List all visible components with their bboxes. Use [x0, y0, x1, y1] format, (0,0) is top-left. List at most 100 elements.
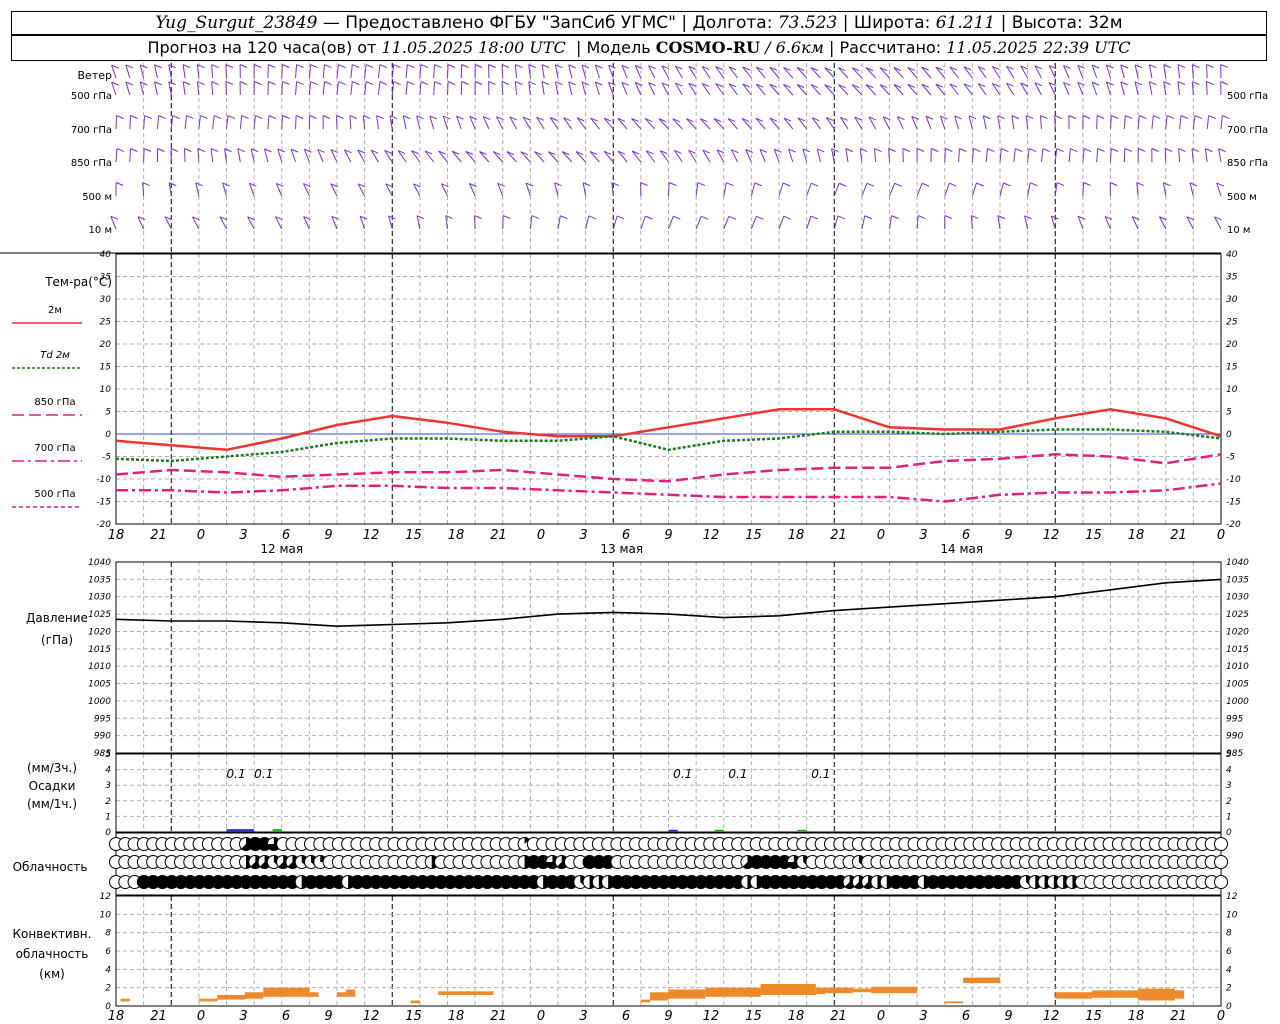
wind-barb [778, 216, 785, 230]
wind-barb-feather [1192, 81, 1200, 85]
wind-barb-feather [1042, 148, 1051, 153]
wind-barb [222, 182, 227, 197]
time-tick-label: 18 [788, 528, 805, 543]
wind-level-label-left: 850 гПа [71, 158, 112, 169]
wind-barb [750, 182, 756, 197]
wind-barb-feather [168, 81, 177, 86]
wind-barb-feather [603, 150, 612, 155]
wind-barb [1204, 148, 1208, 163]
wind-barb-feather [1214, 216, 1222, 221]
conv-tick-left: 0 [105, 1002, 111, 1012]
conv-tick-left: 10 [100, 910, 112, 920]
wind-barb-feather [330, 183, 338, 188]
wind-barb-feather [1138, 148, 1146, 152]
temp-tick-left: 0 [105, 430, 111, 440]
wind-barb-feather [164, 216, 173, 221]
wind-barb-feather [290, 148, 299, 153]
wind-barb-feather [241, 115, 249, 120]
conv-cloud-bar [1092, 990, 1139, 998]
wind-barb [674, 82, 683, 96]
wind-barb [603, 117, 614, 130]
wind-barb [557, 215, 561, 230]
precip-value-label: 0.1 [227, 767, 246, 781]
wind-barb-feather [1218, 148, 1226, 153]
wind-barb-feather [331, 215, 339, 220]
temp-tick-left: 25 [100, 318, 112, 328]
wind-barb [1148, 81, 1153, 96]
wind-barb-feather [1097, 148, 1105, 152]
wind-barb-feather [1040, 115, 1048, 119]
wind-barb-feather [661, 82, 670, 87]
wind-barb [661, 82, 669, 96]
wind-barb-feather [797, 117, 806, 122]
time-tick-label: 6 [282, 1009, 290, 1024]
wind-barb [129, 115, 132, 130]
wind-barb-feather [438, 150, 446, 155]
wind-barb [1054, 148, 1058, 163]
wind-barb [541, 81, 545, 96]
pressure-tick-left: 1020 [88, 627, 111, 637]
wind-barb-feather [669, 182, 677, 186]
wind-barb [982, 115, 987, 130]
wind-barb [429, 115, 435, 130]
wind-barb-feather [140, 64, 148, 69]
wind-barb-feather [987, 148, 995, 153]
conv-title-line1: Конвективн. [13, 927, 92, 941]
wind-barb [699, 118, 711, 130]
wind-barb [416, 215, 421, 230]
conv-cloud-bar [650, 992, 669, 1001]
wind-barb [1077, 82, 1084, 96]
wind-barb [125, 81, 131, 96]
wind-barb [971, 182, 977, 197]
wind-barb-feather [461, 81, 469, 85]
wind-barb [1040, 148, 1044, 163]
wind-barb-feather [727, 118, 736, 123]
wind-barb-feather [688, 149, 696, 154]
conv-tick-left: 4 [105, 965, 111, 975]
pressure-tick-left: 990 [94, 732, 111, 742]
wind-barb [997, 115, 1001, 130]
wind-barb [554, 64, 559, 79]
wind-barb-feather [1149, 81, 1157, 86]
wind-barb [810, 67, 821, 79]
wind-barb-feather [555, 81, 563, 86]
wind-barb [473, 215, 476, 230]
wind-barb [290, 148, 297, 163]
wind-barb-feather [116, 115, 124, 119]
wind-barb [816, 148, 821, 163]
wind-barb [1214, 216, 1222, 230]
forecast-label: Прогноз на 120 часа(ов) от [147, 38, 377, 57]
temp-tick-right: 10 [1226, 385, 1238, 395]
wind-barb-feather [865, 84, 874, 89]
wind-barb [944, 182, 950, 197]
time-tick-label: 9 [324, 528, 332, 543]
pressure-tick-right: 1035 [1226, 575, 1249, 585]
wind-barb [139, 64, 145, 79]
wind-barb [1013, 148, 1016, 163]
wind-barb-feather [197, 81, 205, 86]
conv-cloud-bar [337, 992, 347, 997]
wind-barb-feather [239, 81, 248, 85]
wind-barb-feather [1091, 64, 1100, 69]
wind-barb-feather [461, 64, 469, 68]
wind-barb [968, 115, 973, 130]
cloud-cover-fill [524, 837, 530, 844]
wind-barb-feather [645, 215, 653, 220]
wind-barb [1025, 115, 1029, 130]
temp-tick-right: 30 [1226, 295, 1238, 305]
time-tick-label: 18 [108, 1009, 125, 1024]
wind-barb-feather [635, 82, 643, 86]
wind-barb-feather [1189, 182, 1198, 187]
wind-barb-feather [1222, 115, 1230, 120]
time-tick-label: 21 [1170, 528, 1187, 543]
wind-barb-feather [336, 115, 344, 119]
temp-tick-left: -15 [96, 498, 111, 508]
wind-barb-feather [501, 81, 510, 85]
wind-barb-feather [239, 64, 248, 68]
temp-tick-right: -20 [1226, 520, 1241, 530]
cloud-cover-symbol [1214, 837, 1228, 851]
wind-barb-feather [701, 215, 709, 220]
wind-barb-feather [788, 148, 796, 153]
temp-series-line [116, 482, 1222, 503]
wind-barb-feather [317, 148, 325, 153]
